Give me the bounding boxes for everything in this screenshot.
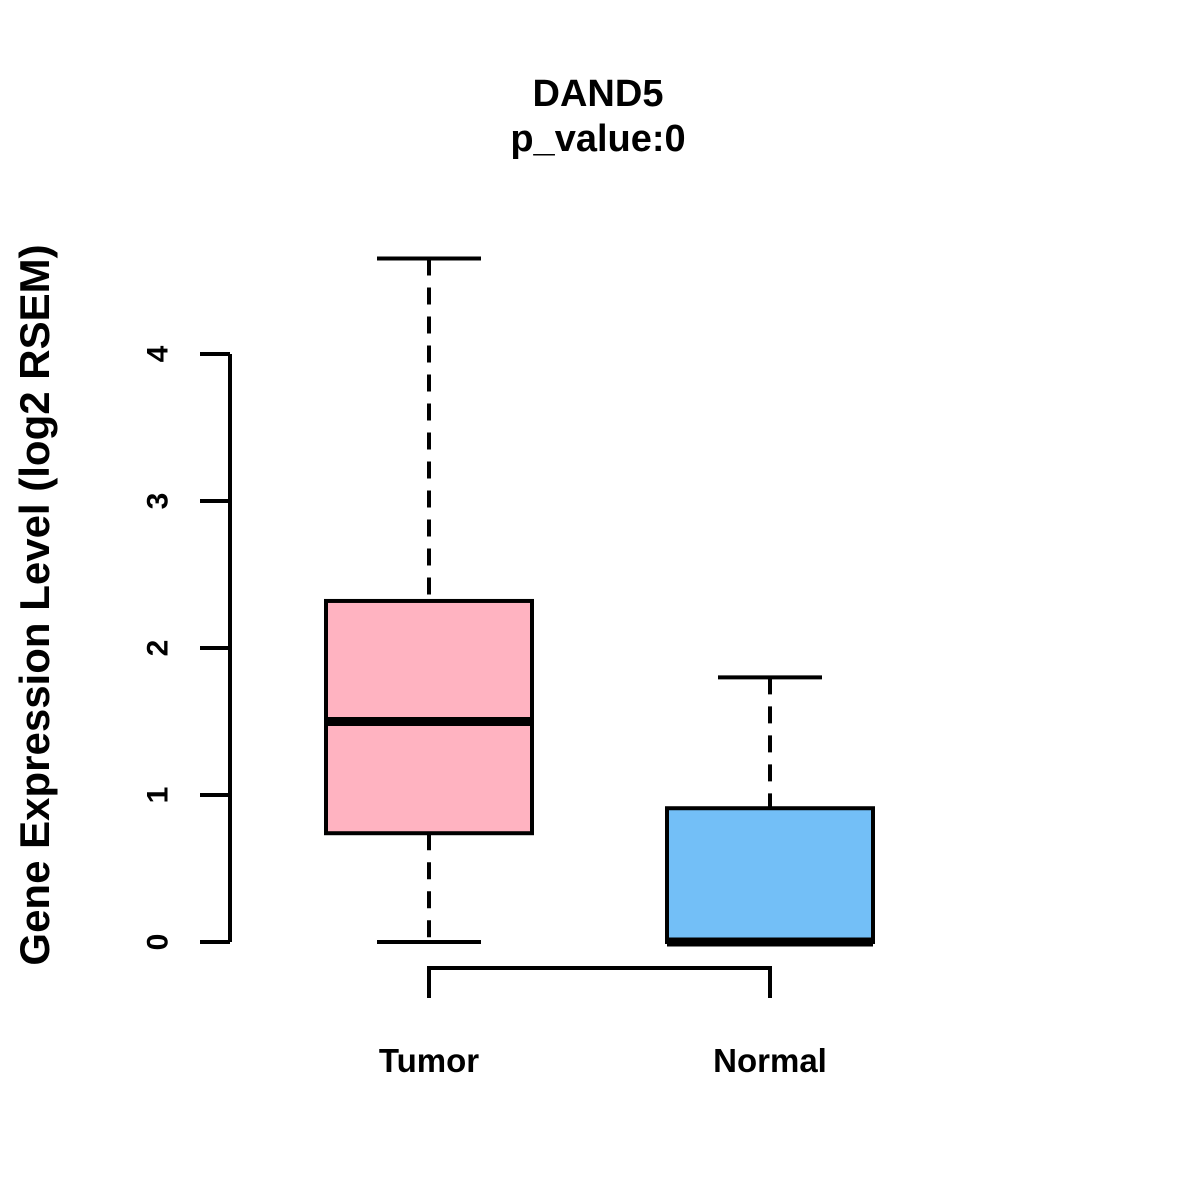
chart-subtitle: p_value:0 bbox=[510, 118, 686, 160]
chart-title: DAND5 bbox=[532, 73, 664, 115]
y-tick-label: 4 bbox=[142, 345, 175, 362]
y-tick-label: 1 bbox=[142, 787, 175, 804]
y-tick-label: 3 bbox=[142, 493, 175, 510]
y-axis-label: Gene Expression Level (log2 RSEM) bbox=[11, 244, 58, 966]
y-tick-label: 2 bbox=[142, 640, 175, 657]
x-category-label: Normal bbox=[713, 1042, 827, 1079]
y-tick-label: 0 bbox=[142, 934, 175, 951]
normal-box bbox=[665, 806, 875, 944]
x-axis-bracket bbox=[427, 966, 772, 998]
x-category-label: Tumor bbox=[379, 1042, 479, 1079]
